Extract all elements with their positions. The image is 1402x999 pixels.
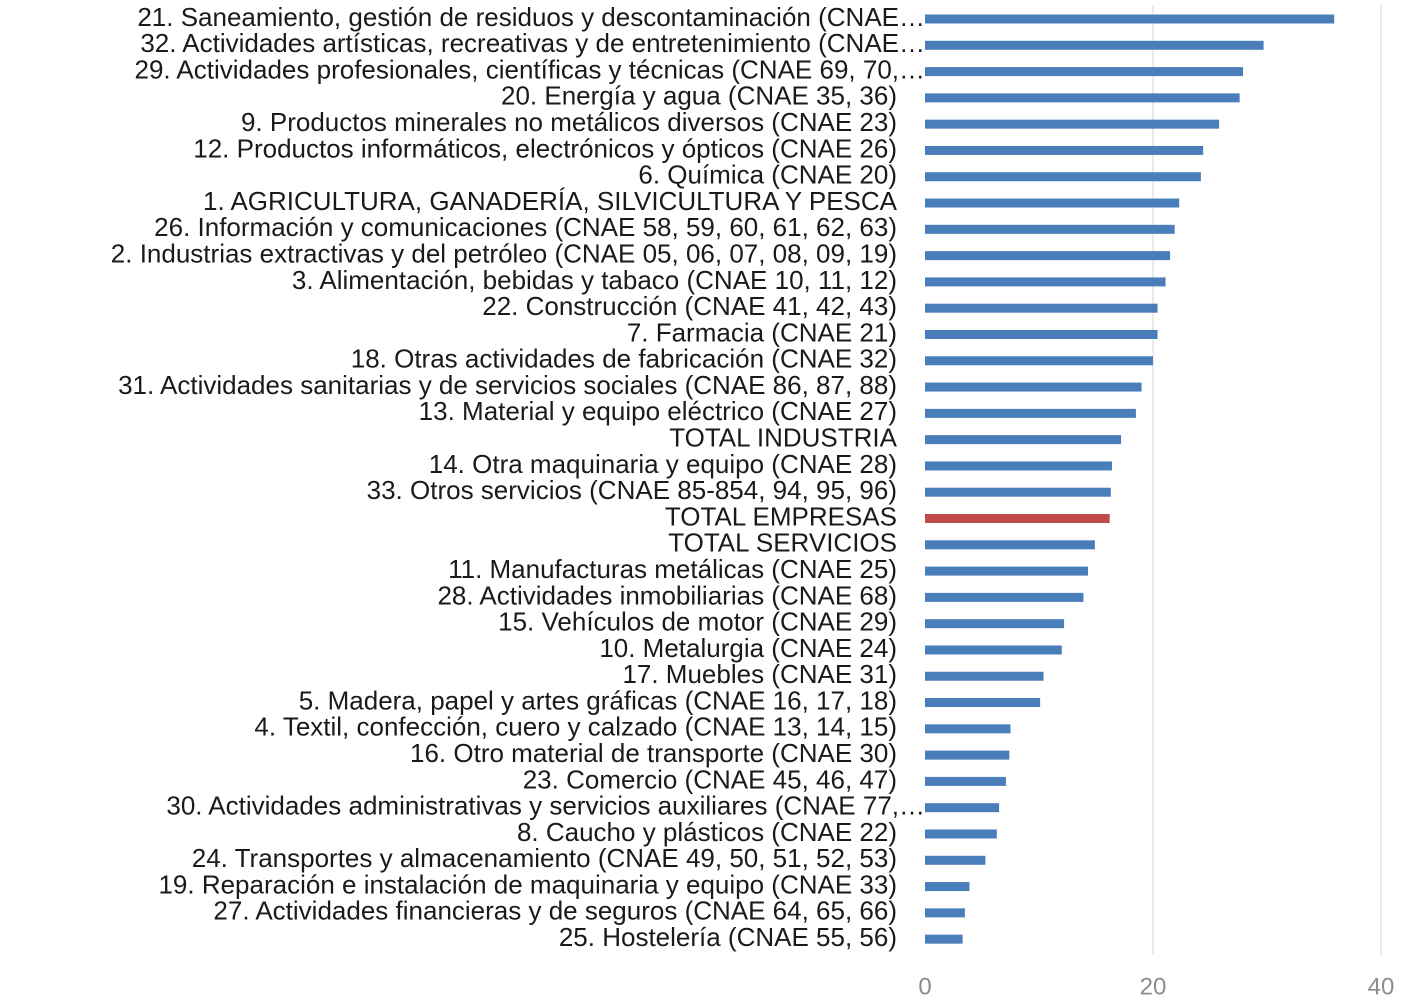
bar xyxy=(925,803,1000,813)
y-tick-label: 31. Actividades sanitarias y de servicio… xyxy=(118,370,897,400)
x-tick-label: 0 xyxy=(918,973,931,999)
y-tick-label: 13. Material y equipo eléctrico (CNAE 27… xyxy=(419,396,897,426)
y-tick-label: 24. Transportes y almacenamiento (CNAE 4… xyxy=(192,843,897,873)
bar xyxy=(925,908,965,918)
bar xyxy=(925,514,1110,524)
bar xyxy=(925,382,1142,392)
y-tick-label: 21. Saneamiento, gestión de residuos y d… xyxy=(137,2,925,32)
bar xyxy=(925,277,1166,287)
y-tick-label: 7. Farmacia (CNAE 21) xyxy=(627,317,897,347)
y-tick-label: 32. Actividades artísticas, recreativas … xyxy=(140,28,925,58)
y-tick-label: 9. Productos minerales no metálicos dive… xyxy=(241,107,897,137)
y-tick-label: 3. Alimentación, bebidas y tabaco (CNAE … xyxy=(292,265,897,295)
y-tick-label: 28. Actividades inmobiliarias (CNAE 68) xyxy=(437,580,897,610)
bar xyxy=(925,724,1011,734)
bar xyxy=(925,40,1264,50)
bar xyxy=(925,93,1240,103)
y-tick-label: 12. Productos informáticos, electrónicos… xyxy=(193,133,897,163)
bar xyxy=(925,329,1158,339)
y-tick-label: 11. Manufacturas metálicas (CNAE 25) xyxy=(448,554,897,584)
bar xyxy=(925,645,1062,655)
bar xyxy=(925,540,1095,550)
bar xyxy=(925,619,1065,629)
bar xyxy=(925,592,1084,602)
bar xyxy=(925,882,970,892)
y-tick-label: 23. Comercio (CNAE 45, 46, 47) xyxy=(523,764,897,794)
y-tick-label: 5. Madera, papel y artes gráficas (CNAE … xyxy=(299,685,897,715)
bar xyxy=(925,14,1335,24)
y-tick-label: TOTAL SERVICIOS xyxy=(668,528,897,558)
y-tick-label: 22. Construcción (CNAE 41, 42, 43) xyxy=(482,291,897,321)
bar xyxy=(925,671,1044,681)
y-tick-label: 8. Caucho y plásticos (CNAE 22) xyxy=(517,817,897,847)
y-tick-label: 25. Hostelería (CNAE 55, 56) xyxy=(559,922,897,952)
x-tick-label: 20 xyxy=(1140,973,1167,999)
y-tick-label: TOTAL INDUSTRIA xyxy=(669,423,897,453)
bar xyxy=(925,934,963,944)
bar xyxy=(925,435,1122,445)
bar xyxy=(925,487,1111,497)
bar xyxy=(925,198,1180,208)
bar xyxy=(925,251,1171,261)
y-tick-label: 19. Reparación e instalación de maquinar… xyxy=(158,869,897,899)
bar xyxy=(925,172,1201,182)
y-tick-label: 20. Energía y agua (CNAE 35, 36) xyxy=(501,81,897,111)
bar xyxy=(925,829,997,839)
bar xyxy=(925,566,1089,576)
y-tick-label: 18. Otras actividades de fabricación (CN… xyxy=(351,344,897,374)
y-tick-label: 29. Actividades profesionales, científic… xyxy=(135,54,926,84)
bar xyxy=(925,224,1175,234)
y-tick-label: 14. Otra maquinaria y equipo (CNAE 28) xyxy=(429,449,897,479)
bar xyxy=(925,776,1006,786)
y-tick-label: 6. Química (CNAE 20) xyxy=(638,160,897,190)
y-tick-label: 26. Información y comunicaciones (CNAE 5… xyxy=(154,212,897,242)
y-tick-label: 10. Metalurgia (CNAE 24) xyxy=(599,633,897,663)
bar xyxy=(925,67,1244,77)
bar xyxy=(925,119,1220,129)
bar xyxy=(925,145,1204,155)
bar xyxy=(925,855,986,865)
bar xyxy=(925,461,1112,471)
bar xyxy=(925,356,1153,366)
y-tick-label: TOTAL EMPRESAS xyxy=(665,501,897,531)
bar xyxy=(925,750,1010,760)
y-tick-label: 4. Textil, confección, cuero y calzado (… xyxy=(254,712,897,742)
y-tick-label: 27. Actividades financieras y de seguros… xyxy=(213,896,897,926)
bar xyxy=(925,408,1136,418)
y-tick-label: 16. Otro material de transporte (CNAE 30… xyxy=(410,738,897,768)
y-tick-label: 33. Otros servicios (CNAE 85-854, 94, 95… xyxy=(367,475,897,505)
y-tick-label: 2. Industrias extractivas y del petróleo… xyxy=(111,238,897,268)
x-tick-label: 40 xyxy=(1368,973,1395,999)
y-tick-label: 1. AGRICULTURA, GANADERÍA, SILVICULTURA … xyxy=(203,186,898,216)
bar xyxy=(925,698,1041,708)
y-tick-label: 17. Muebles (CNAE 31) xyxy=(622,659,897,689)
y-tick-label: 30. Actividades administrativas y servic… xyxy=(166,791,925,821)
y-tick-label: 15. Vehículos de motor (CNAE 29) xyxy=(498,607,897,637)
bar xyxy=(925,303,1158,313)
